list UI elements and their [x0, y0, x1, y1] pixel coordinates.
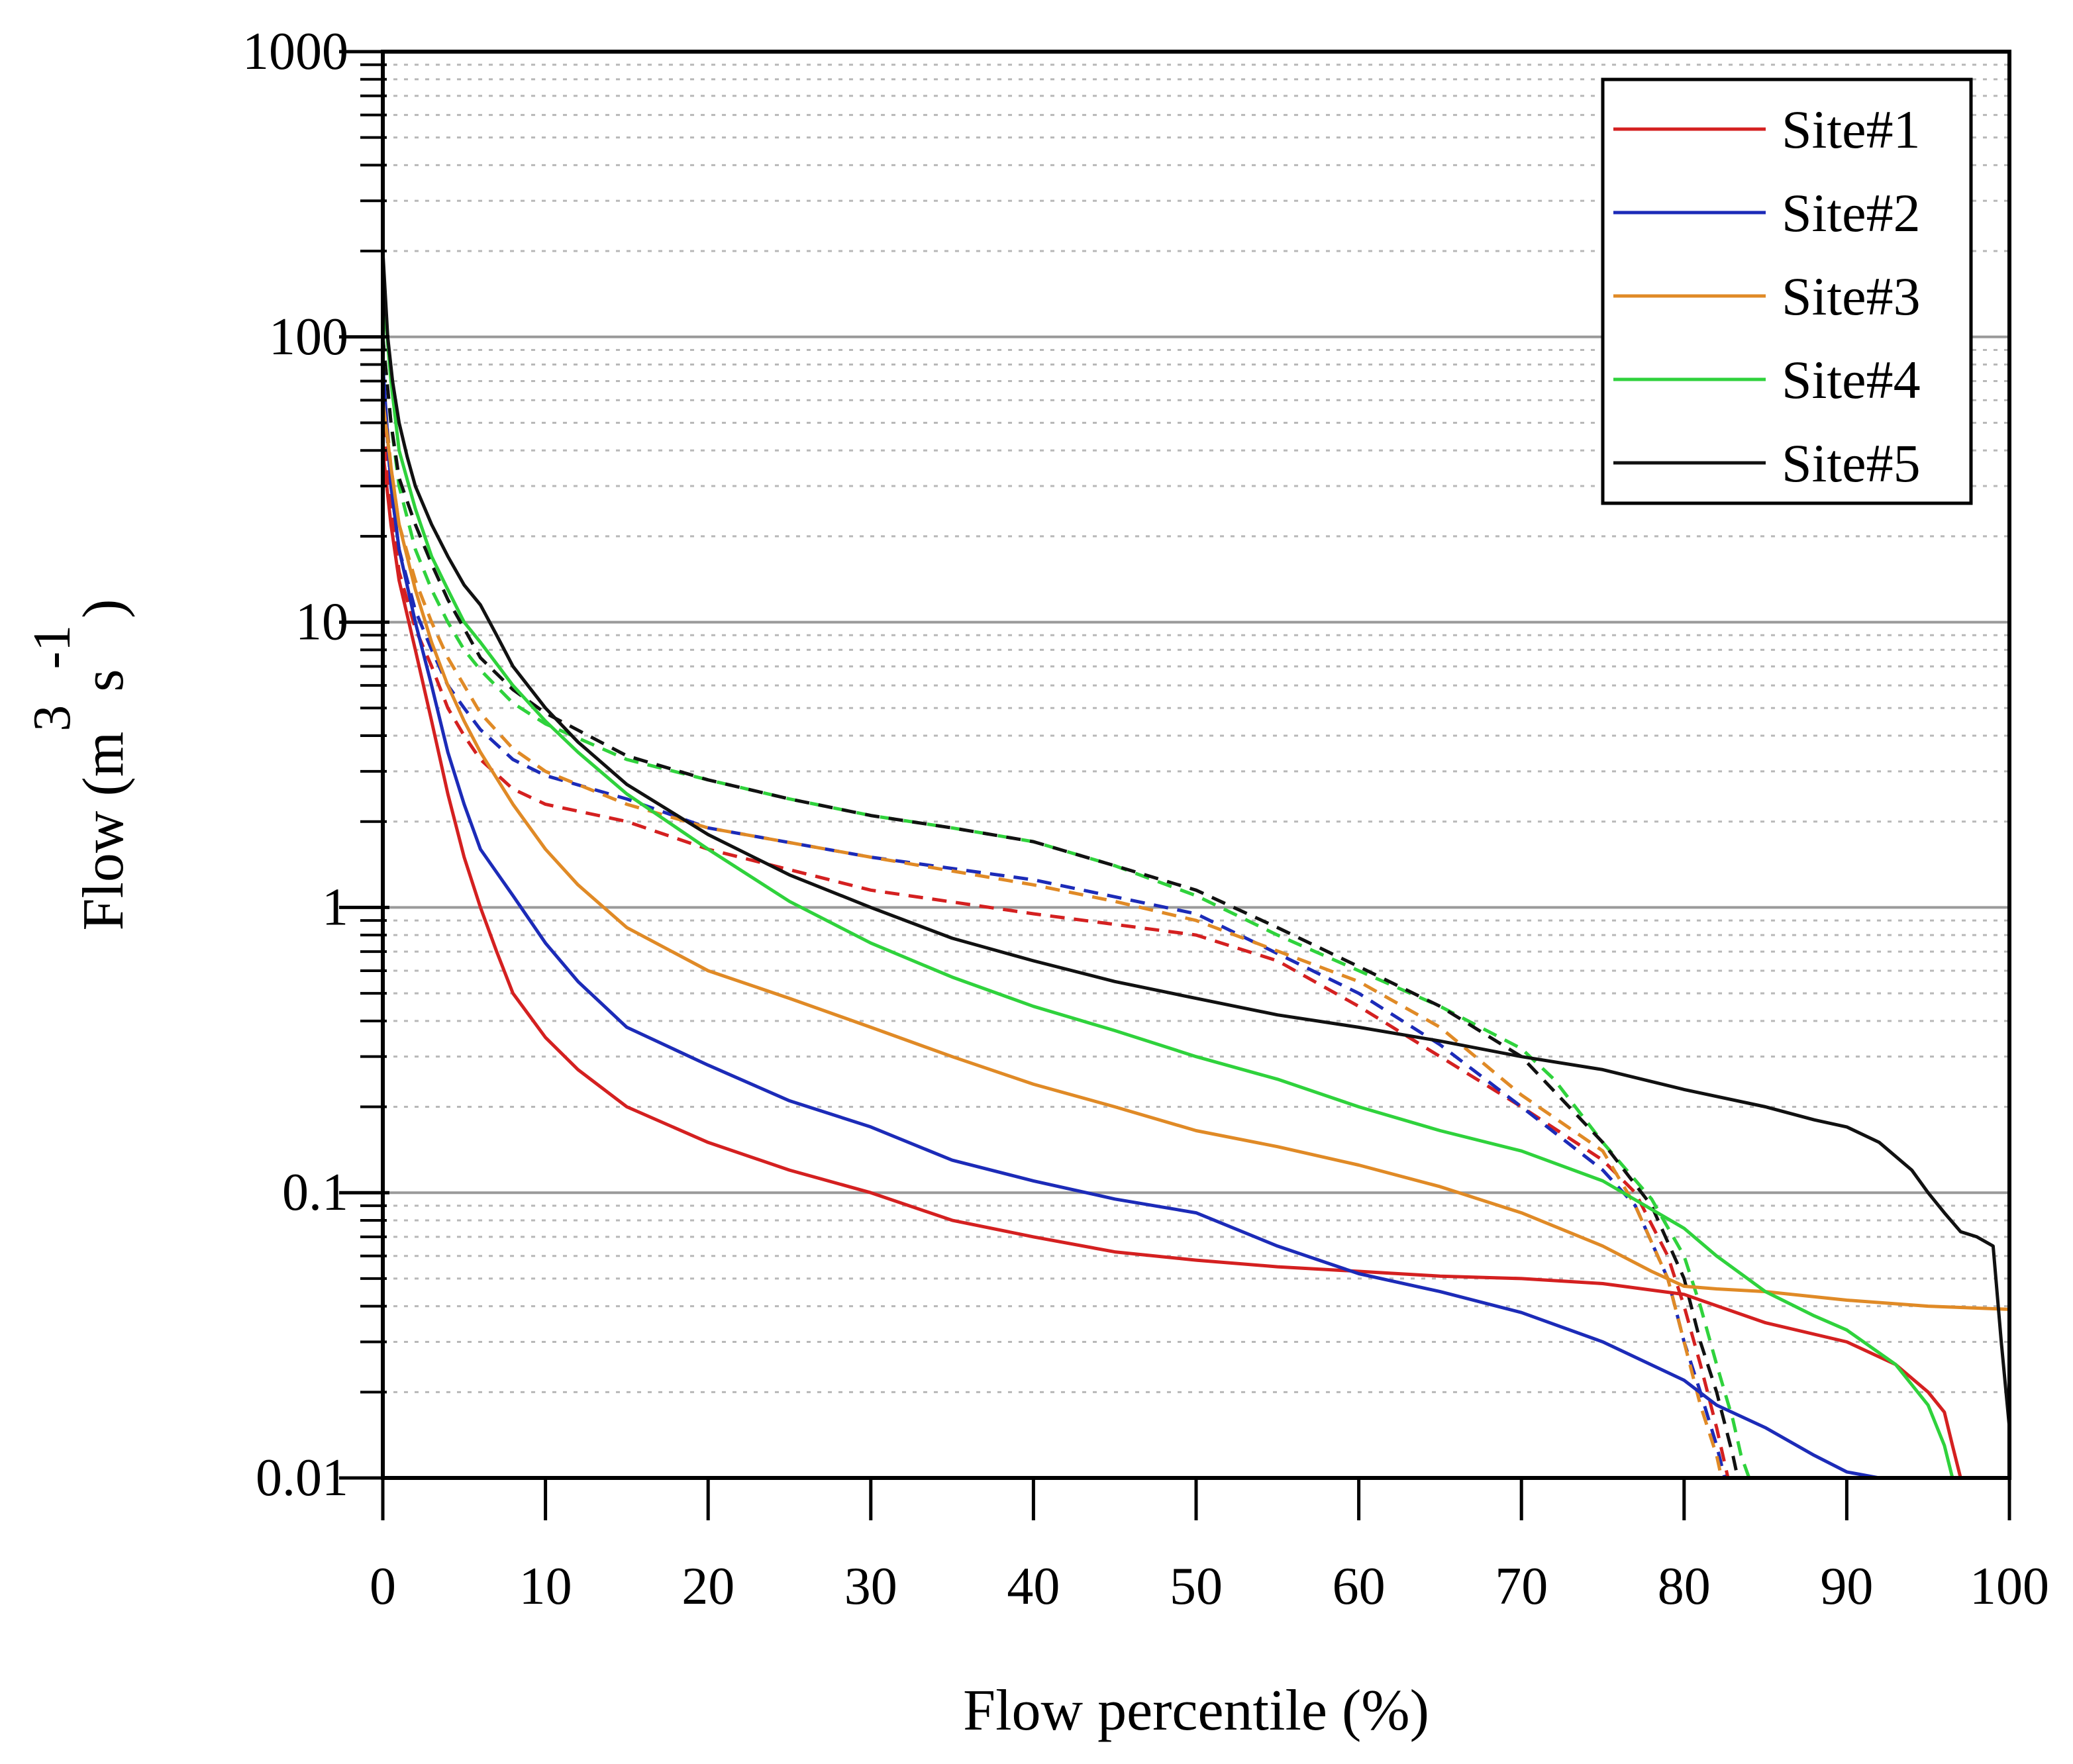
y-axis-title-sup-m: 3: [23, 705, 81, 732]
x-tick-labels: 0 10 20 30 40 50 60 70 80 90 100: [370, 1557, 2049, 1616]
legend-label: Site#4: [1782, 350, 1921, 410]
y-axis-title: Flow (m3 s-1): [23, 599, 136, 931]
y-tick-label: 0.01: [256, 1449, 348, 1507]
legend: Site#1 Site#2 Site#3 Site#4 Site#5: [1601, 77, 1973, 505]
x-tick-label: 70: [1495, 1557, 1548, 1616]
y-axis-title-s: s: [72, 669, 136, 692]
x-tick-label: 40: [1007, 1557, 1060, 1616]
y-tick-label: 0.1: [282, 1163, 348, 1222]
series-line-site-1-dashed: [383, 422, 1730, 1478]
x-tick-label: 80: [1658, 1557, 1711, 1616]
x-tick-label: 30: [844, 1557, 897, 1616]
x-tick-label: 60: [1333, 1557, 1386, 1616]
y-axis-title-main: Flow (m: [72, 732, 136, 931]
series-line-site-3-dashed: [383, 381, 1723, 1478]
y-tick-label: 100: [269, 308, 348, 366]
y-tick-labels: 0.01 0.1 1 10 100 1000: [242, 23, 348, 1507]
series-line-site-3: [383, 400, 2009, 1311]
x-tick-label: 0: [370, 1557, 396, 1616]
y-tick-label: 1000: [242, 23, 348, 81]
major-gridlines: [383, 335, 2009, 1195]
y-axis-title-close: ): [72, 599, 136, 618]
x-tick-label: 10: [519, 1557, 572, 1616]
legend-label: Site#2: [1782, 183, 1921, 243]
svg-text:Flow (m3s-1): Flow (m3 s-1): [23, 599, 136, 931]
y-axis-title-sup-s: -1: [23, 625, 81, 669]
legend-box: [1601, 77, 1973, 505]
y-tick-label: 1: [322, 878, 348, 936]
series-line-site-4: [383, 286, 1954, 1478]
axis-ticks: [339, 50, 2011, 1520]
x-tick-label: 100: [1970, 1557, 2049, 1616]
legend-label: Site#5: [1782, 433, 1921, 493]
series-line-site-1: [383, 450, 1962, 1478]
series-line-site-5: [383, 250, 2009, 1428]
series-line-site-5-dashed: [383, 336, 1740, 1478]
x-tick-label: 20: [682, 1557, 734, 1616]
x-axis-title: Flow percentile (%): [963, 1679, 1429, 1743]
x-tick-label: 50: [1170, 1557, 1223, 1616]
legend-label: Site#3: [1782, 266, 1921, 326]
y-tick-label: 10: [295, 593, 348, 652]
series-layer: [383, 250, 2009, 1478]
legend-label: Site#1: [1782, 99, 1921, 160]
series-line-site-2: [383, 364, 1880, 1478]
x-tick-label: 90: [1820, 1557, 1873, 1616]
